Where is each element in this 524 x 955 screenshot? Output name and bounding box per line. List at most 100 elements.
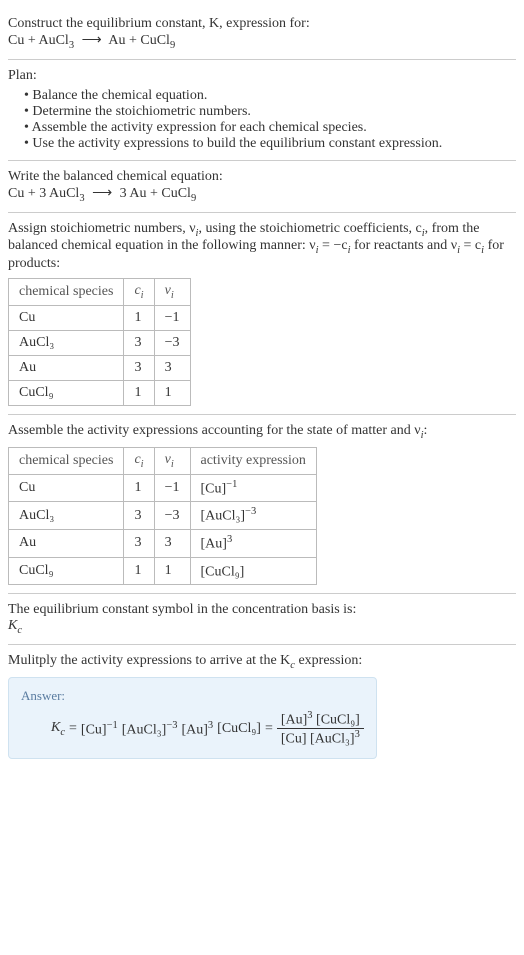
col-ci: ci	[124, 279, 154, 306]
balanced-rhs-sub: 9	[191, 193, 196, 204]
cell: Au	[9, 529, 124, 557]
activity-section: Assemble the activity expressions accoun…	[8, 415, 516, 594]
num-term: [CuCl₉]	[316, 712, 360, 727]
kc-symbol: Kc	[8, 618, 516, 636]
table-row: AuCl₃3−3	[9, 330, 191, 355]
cell: 3	[124, 529, 154, 557]
col-ci: ci	[124, 447, 154, 474]
table-row: CuCl₉11[CuCl₉]	[9, 557, 317, 585]
eq-lhs: Cu + AuCl	[8, 33, 69, 48]
fraction: [Au]3 [CuCl₉] [Cu] [AuCl₃]3	[277, 710, 364, 748]
col-activity: activity expression	[190, 447, 316, 474]
equals: =	[69, 721, 77, 737]
term: [AuCl₃]−3	[122, 720, 178, 739]
cell: 1	[124, 557, 154, 585]
cell: [Cu]−1	[190, 474, 316, 502]
balanced-section: Write the balanced chemical equation: Cu…	[8, 161, 516, 213]
activity-header-text: Assemble the activity expressions accoun…	[8, 423, 421, 438]
activity-header-text: :	[424, 423, 428, 438]
term-base: [Cu]	[81, 722, 107, 737]
num-term: [Au]	[281, 712, 307, 727]
table-header-row: chemical species ci νi	[9, 279, 191, 306]
kc-sub: c	[17, 625, 22, 636]
cell: Cu	[9, 474, 124, 502]
cell: −3	[154, 502, 190, 530]
stoich-text: Assign stoichiometric numbers, νi, using…	[8, 221, 516, 273]
kc-k: K	[51, 720, 60, 735]
plan-item: Use the activity expressions to build th…	[24, 136, 516, 152]
cell: 1	[124, 380, 154, 405]
multiply-text: Mulitply the activity expressions to arr…	[8, 653, 516, 671]
kc-sub: c	[60, 727, 65, 738]
term-sup: 3	[208, 720, 213, 731]
eq-rhs: Au + CuCl	[108, 33, 170, 48]
cell: [CuCl₉]	[190, 557, 316, 585]
col-vi: νi	[154, 279, 190, 306]
table-row: Cu1−1	[9, 305, 191, 330]
stoich-section: Assign stoichiometric numbers, νi, using…	[8, 213, 516, 415]
equals: =	[265, 721, 273, 737]
col-vi: νi	[154, 447, 190, 474]
stoich-text-part: Assign stoichiometric numbers, ν	[8, 221, 196, 236]
kc-symbol-text: The equilibrium constant symbol in the c…	[8, 602, 516, 618]
table-header-row: chemical species ci νi activity expressi…	[9, 447, 317, 474]
cell: 3	[154, 529, 190, 557]
activity-header: Assemble the activity expressions accoun…	[8, 423, 516, 441]
cell: −1	[154, 474, 190, 502]
term: [Cu]−1	[81, 720, 118, 739]
arrow-icon: ⟶	[88, 186, 116, 201]
den-term: [Cu]	[281, 732, 307, 747]
denominator: [Cu] [AuCl₃]3	[277, 729, 364, 748]
term-sup: −3	[166, 720, 177, 731]
balanced-header: Write the balanced chemical equation:	[8, 169, 516, 185]
table-row: Cu1−1[Cu]−1	[9, 474, 317, 502]
cell: 3	[124, 502, 154, 530]
cell: 3	[124, 330, 154, 355]
plan-item: Balance the chemical equation.	[24, 88, 516, 104]
stoich-text-part: = c	[460, 238, 481, 253]
den-term: [AuCl₃]	[310, 732, 355, 747]
cell: [Au]3	[190, 529, 316, 557]
balanced-lhs-sub: 3	[79, 193, 84, 204]
cell: [AuCl₃]−3	[190, 502, 316, 530]
expr-sup: 3	[227, 534, 232, 545]
cell: CuCl₉	[9, 557, 124, 585]
table-row: CuCl₉11	[9, 380, 191, 405]
multiply-section: Mulitply the activity expressions to arr…	[8, 645, 516, 767]
term: [Au]3	[181, 720, 213, 739]
eq-rhs-sub: 9	[170, 40, 175, 51]
den-sup: 3	[355, 729, 360, 740]
cell: Cu	[9, 305, 124, 330]
cell: 1	[124, 474, 154, 502]
answer-label: Answer:	[21, 688, 364, 704]
cell: 1	[154, 380, 190, 405]
col-species: chemical species	[9, 447, 124, 474]
balanced-rhs: 3 Au + CuCl	[120, 186, 191, 201]
plan-header: Plan:	[8, 68, 516, 84]
answer-box: Answer: Kc = [Cu]−1 [AuCl₃]−3 [Au]3 [CuC…	[8, 677, 377, 759]
num-sup: 3	[307, 710, 312, 721]
table-row: Au33	[9, 355, 191, 380]
table-row: AuCl₃3−3[AuCl₃]−3	[9, 502, 317, 530]
cell: 3	[154, 355, 190, 380]
cell: 3	[124, 355, 154, 380]
expr: [Au]	[201, 537, 227, 552]
answer-lhs: Kc	[51, 720, 65, 738]
balanced-lhs: Cu + 3 AuCl	[8, 186, 79, 201]
expr-sup: −3	[245, 506, 256, 517]
multiply-text-part: Mulitply the activity expressions to arr…	[8, 653, 290, 668]
cell: −1	[154, 305, 190, 330]
cell: Au	[9, 355, 124, 380]
term: [CuCl₉]	[217, 721, 261, 737]
stoich-text-part: , using the stoichiometric coefficients,…	[198, 221, 421, 236]
col-species: chemical species	[9, 279, 124, 306]
kc-k: K	[8, 618, 17, 633]
expr-sup: −1	[226, 479, 237, 490]
expr: [Cu]	[201, 481, 227, 496]
cell: CuCl₉	[9, 380, 124, 405]
table-row: Au33[Au]3	[9, 529, 317, 557]
term-sup: −1	[107, 720, 118, 731]
title-text: Construct the equilibrium constant, K, e…	[8, 16, 516, 32]
title-section: Construct the equilibrium constant, K, e…	[8, 8, 516, 60]
cell: 1	[124, 305, 154, 330]
